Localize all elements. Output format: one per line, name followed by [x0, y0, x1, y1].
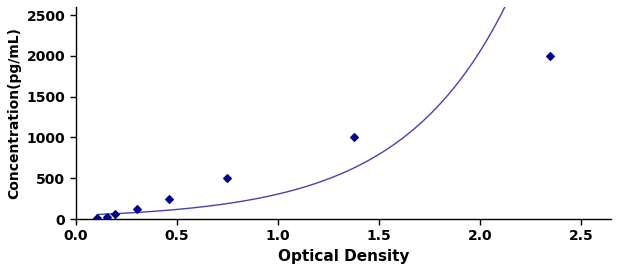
X-axis label: Optical Density: Optical Density: [277, 249, 409, 264]
Y-axis label: Concentration(pg/mL): Concentration(pg/mL): [7, 27, 21, 199]
